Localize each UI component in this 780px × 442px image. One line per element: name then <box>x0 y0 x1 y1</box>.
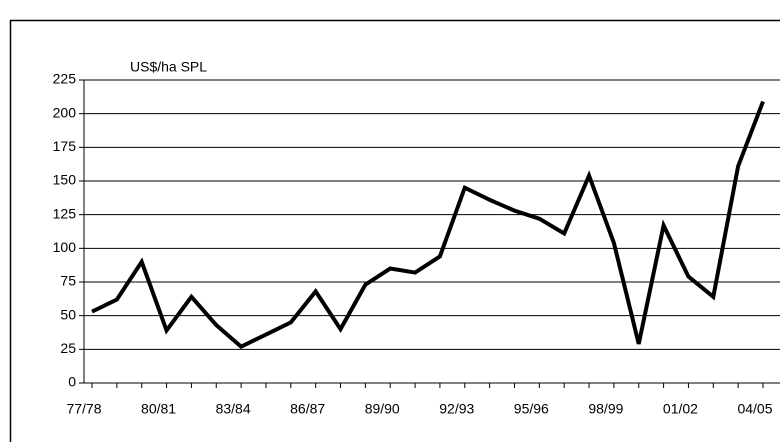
x-tick-label: 98/99 <box>588 401 623 417</box>
x-tick-label: 92/93 <box>439 401 474 417</box>
y-tick-label: 100 <box>53 239 77 255</box>
x-tick-label: 77/78 <box>66 401 101 417</box>
chart-frame <box>9 19 780 442</box>
y-tick-label: 0 <box>68 374 76 390</box>
y-tick-label: 175 <box>53 138 77 154</box>
y-tick-label: 200 <box>53 104 77 120</box>
y-tick-label: 75 <box>60 273 76 289</box>
y-tick-label: 225 <box>53 71 77 87</box>
x-tick-label: 95/96 <box>514 401 549 417</box>
y-tick-label: 50 <box>60 306 76 322</box>
y-axis-label: US$/ha SPL <box>130 59 207 75</box>
x-tick-label: 04/05 <box>737 401 772 417</box>
x-tick-label: 89/90 <box>365 401 400 417</box>
x-tick-label: 83/84 <box>216 401 251 417</box>
x-tick-label: 86/87 <box>290 401 325 417</box>
x-tick-label: 01/02 <box>663 401 698 417</box>
y-tick-label: 25 <box>60 340 76 356</box>
y-tick-label: 125 <box>53 205 77 221</box>
x-tick-label: 80/81 <box>141 401 176 417</box>
data-line <box>91 100 765 350</box>
y-tick-label: 150 <box>53 172 77 188</box>
